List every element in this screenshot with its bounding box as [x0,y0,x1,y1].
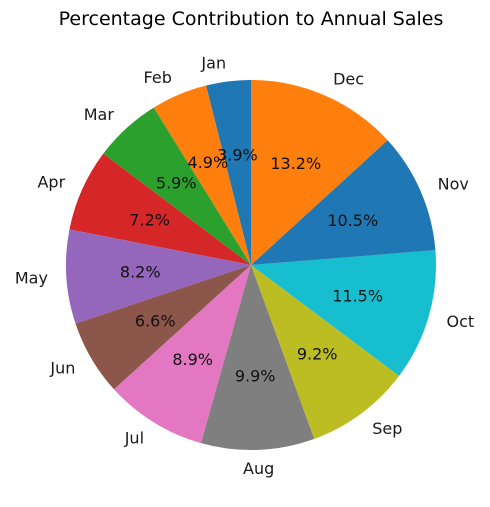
pie-slice-jan [206,80,251,265]
category-label-jan: Jan [200,54,226,73]
pie-slice-oct [251,250,436,376]
category-label-nov: Nov [438,174,469,193]
category-label-mar: Mar [84,105,115,124]
percent-label-dec: 13.2% [270,154,321,173]
category-label-dec: Dec [333,69,364,88]
pie-slice-nov [251,140,436,265]
chart-title: Percentage Contribution to Annual Sales [59,8,444,30]
pie-slice-jul [114,265,251,444]
category-label-feb: Feb [144,68,172,87]
pie-slice-feb [153,85,251,265]
pie-slices [66,80,436,450]
percent-label-sep: 9.2% [297,345,338,364]
pie-slice-aug [201,265,315,450]
percent-label-jan: 3.9% [217,145,258,164]
percent-label-nov: 10.5% [327,211,378,230]
pie-slice-sep [251,265,400,439]
category-label-oct: Oct [446,312,474,331]
pie-slice-may [66,229,252,324]
pie-slice-jun [75,265,251,390]
category-label-aug: Aug [243,459,274,478]
category-label-sep: Sep [372,419,402,438]
category-label-apr: Apr [37,173,65,192]
category-labels: Jan Feb Mar Apr May Jun Jul Aug Sep Oct Nov Dec [15,54,474,478]
percent-label-may: 8.2% [120,263,161,282]
category-label-jul: Jul [124,429,144,448]
percent-label-aug: 9.9% [235,366,276,385]
pie-slice-apr [69,153,252,265]
pie-slice-dec [251,80,388,265]
percent-labels: 3.9%4.9%5.9% 7.2% 8.2% 6.6% 8.9% 9.9% 9.2% 11.5… [120,145,383,385]
percent-label-apr: 7.2% [129,210,170,229]
percent-label-jun: 6.6% [135,312,176,331]
percent-label-mar: 5.9% [156,173,197,192]
percent-label-oct: 11.5% [332,286,383,305]
pie-slice-mar [103,107,251,266]
category-label-jun: Jun [49,358,75,377]
percent-label-feb: 4.9% [188,153,229,172]
percent-label-jul: 8.9% [172,350,213,369]
category-label-may: May [15,269,48,288]
